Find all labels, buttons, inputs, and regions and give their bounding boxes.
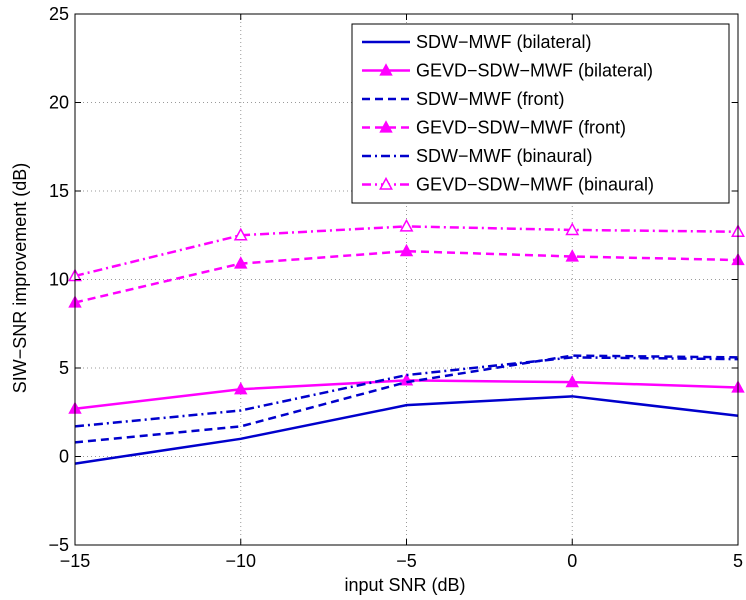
data-point-marker xyxy=(234,381,248,395)
legend-item: GEVD−SDW−MWF (binaural) xyxy=(362,175,654,195)
y-tick-label: −5 xyxy=(48,535,69,555)
data-point-marker xyxy=(565,374,579,388)
y-tick-label: 25 xyxy=(49,4,69,24)
data-point-marker xyxy=(565,249,579,262)
x-tick-label: −10 xyxy=(225,551,256,571)
series-line xyxy=(74,354,739,444)
data-point-marker xyxy=(399,218,414,232)
legend-marker xyxy=(379,120,393,133)
series-line xyxy=(74,356,739,428)
legend-label: SDW−MWF (front) xyxy=(416,89,565,109)
data-point-marker xyxy=(234,256,248,269)
x-tick-label: 0 xyxy=(567,551,577,571)
y-tick-label: 0 xyxy=(59,447,69,467)
legend-label: GEVD−SDW−MWF (front) xyxy=(416,118,626,138)
legend-item: SDW−MWF (bilateral) xyxy=(362,32,592,52)
legend-item: GEVD−SDW−MWF (bilateral) xyxy=(362,61,653,81)
x-tick-label: 5 xyxy=(733,551,743,571)
legend-marker xyxy=(379,176,393,190)
legend-marker xyxy=(379,63,393,76)
y-tick-label: 10 xyxy=(49,270,69,290)
data-point-marker xyxy=(399,243,414,257)
x-tick-label: −15 xyxy=(60,551,91,571)
legend-item: SDW−MWF (binaural) xyxy=(362,146,593,166)
legend-label: SDW−MWF (binaural) xyxy=(416,146,593,166)
legend-item: GEVD−SDW−MWF (front) xyxy=(362,118,626,138)
series-4 xyxy=(68,243,745,308)
legend-label: SDW−MWF (bilateral) xyxy=(416,32,592,52)
series-5 xyxy=(74,356,739,428)
legend-label: GEVD−SDW−MWF (bilateral) xyxy=(416,61,653,81)
y-tick-label: 20 xyxy=(49,93,69,113)
x-tick-label: −5 xyxy=(396,551,417,571)
legend-item: SDW−MWF (front) xyxy=(362,89,565,109)
legend-box xyxy=(351,23,730,204)
axes: −15 −10 −5 0 5 −5 0 5 10 15 20 25 xyxy=(48,4,743,571)
series-1 xyxy=(74,395,739,465)
series-line xyxy=(74,395,739,465)
y-axis-label: SIW−SNR improvement (dB) xyxy=(10,163,30,394)
series-2 xyxy=(68,373,745,414)
x-axis-label: input SNR (dB) xyxy=(344,575,465,595)
series-3 xyxy=(74,354,739,444)
legend-label: GEVD−SDW−MWF (binaural) xyxy=(416,175,654,195)
y-tick-label: 5 xyxy=(59,358,69,378)
y-tick-label: 15 xyxy=(49,181,69,201)
data-point-marker xyxy=(565,222,580,236)
data-point-marker xyxy=(233,227,248,241)
legend: SDW−MWF (bilateral) GEVD−SDW−MWF (bilater… xyxy=(351,23,730,204)
plot-series xyxy=(68,218,745,465)
